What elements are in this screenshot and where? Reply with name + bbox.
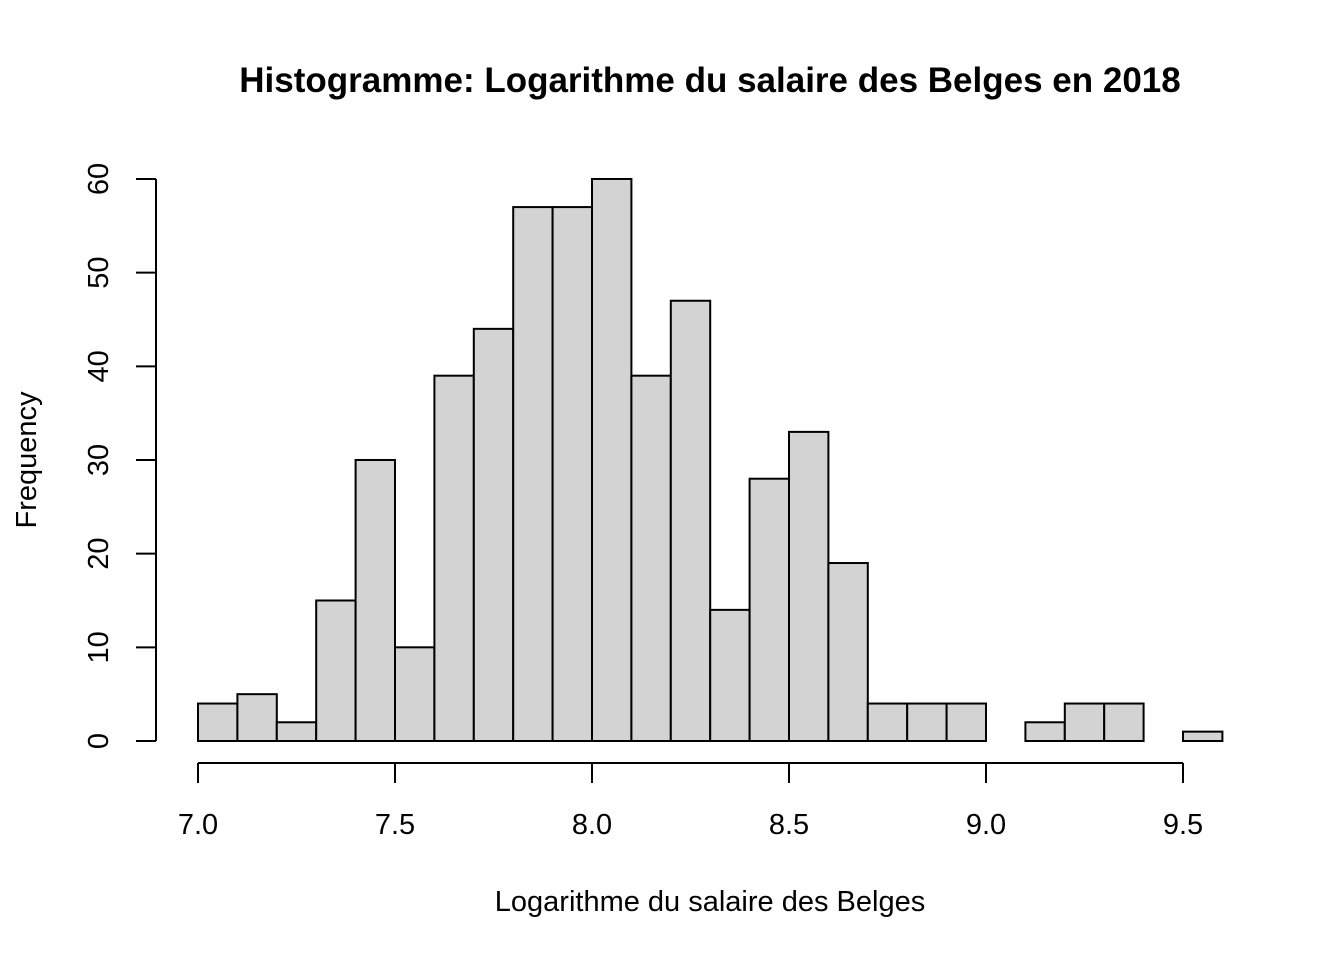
y-tick-label-1: 10 [83, 631, 115, 663]
bars-group [197, 177, 1224, 743]
x-tick-label-3: 8.5 [769, 809, 809, 841]
histogram-bar-3 [315, 599, 357, 742]
y-axis: 0 10 20 30 40 50 60 [83, 163, 157, 749]
chart-title: Histogramme: Logarithme du salaire des B… [239, 61, 1180, 100]
y-tick-label-3: 30 [83, 444, 115, 476]
x-tick-label-5: 9.5 [1163, 809, 1203, 841]
y-tick-label-2: 20 [83, 538, 115, 570]
histogram-bar-22 [1063, 702, 1106, 742]
y-axis-title: Frequency [11, 391, 43, 529]
histogram-bar-12 [669, 299, 712, 742]
histogram-bar-23 [1103, 702, 1145, 742]
y-tick-label-5: 50 [83, 257, 115, 289]
x-tick-label-1: 7.5 [375, 809, 415, 841]
histogram-bar-8 [512, 206, 554, 742]
histogram-bar-16 [827, 562, 869, 742]
histogram-bar-2 [275, 721, 318, 742]
x-tick-label-0: 7.0 [178, 809, 218, 841]
histogram-bar-25 [1182, 730, 1224, 742]
histogram-bar-18 [906, 702, 948, 742]
histogram-bar-1 [236, 693, 278, 742]
x-tick-label-2: 8.0 [572, 809, 612, 841]
histogram-bar-13 [709, 608, 751, 742]
y-tick-label-0: 0 [83, 733, 115, 749]
y-tick-label-6: 60 [83, 163, 115, 195]
histogram-bar-4 [354, 458, 397, 742]
histogram-bar-14 [748, 477, 790, 742]
histogram-bar-6 [433, 374, 475, 742]
histogram-bar-21 [1024, 721, 1066, 742]
x-tick-label-4: 9.0 [966, 809, 1006, 841]
x-axis-title: Logarithme du salaire des Belges [495, 886, 925, 918]
histogram-bar-15 [788, 430, 830, 742]
histogram-bar-10 [591, 177, 633, 743]
histogram-bar-5 [394, 646, 436, 743]
histogram-bar-7 [472, 327, 515, 742]
histogram-bar-9 [551, 206, 593, 742]
histogram-bar-11 [630, 374, 672, 742]
histogram-bar-17 [866, 702, 909, 742]
histogram-bar-19 [945, 702, 987, 742]
y-tick-label-4: 40 [83, 350, 115, 382]
histogram-bar-0 [197, 702, 239, 742]
x-axis: 7.0 7.5 8.0 8.5 9.0 9.5 [178, 762, 1203, 841]
